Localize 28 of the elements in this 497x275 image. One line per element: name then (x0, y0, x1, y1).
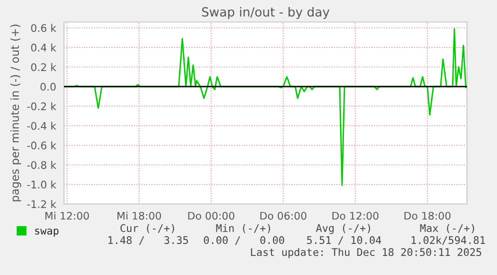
x-tick-label: Do 18:00 (404, 212, 451, 220)
y-tick-label: 0.0 (40, 82, 56, 91)
x-tick-label: Do 06:00 (260, 212, 306, 220)
legend-label: swap (35, 228, 58, 237)
text: 0.00 / 0.00 (204, 236, 284, 245)
y-tick-label: 0.6 k (31, 24, 56, 32)
x-tick-label: Do 12:00 (332, 212, 378, 220)
y-tick-label: -0.2 k (27, 102, 56, 110)
text: 1.48 / 3.35 (108, 236, 188, 245)
chart-title: Swap in/out - by day (202, 6, 330, 20)
x-tick-label: Mi 12:00 (45, 212, 89, 220)
y-tick-label: -0.4 k (27, 122, 56, 130)
y-axis-title: pages per minute in (-) / out (+) (10, 24, 22, 202)
text: Cur (-/+) (120, 224, 174, 234)
x-tick-label: Mi 18:00 (117, 212, 161, 220)
y-tick-label: -1.0 k (27, 180, 56, 189)
text: 5.51 / 10.04 (307, 236, 382, 245)
y-tick-label: -0.6 k (27, 141, 56, 150)
text: Avg (-/+) (316, 224, 370, 234)
text: Last update: Thu Dec 18 20:50:11 2025 (251, 248, 482, 258)
text: Max (-/+) (420, 224, 474, 234)
x-tick-label: Do 00:00 (188, 212, 234, 220)
y-tick-label: -0.8 k (27, 160, 56, 169)
text: 1.02k/594.81 (412, 236, 485, 245)
y-tick-label: 0.4 k (31, 43, 56, 52)
y-tick-label: -1.2 k (27, 200, 56, 208)
text: Min (-/+) (216, 224, 270, 234)
y-tick-label: 0.2 k (31, 63, 56, 72)
